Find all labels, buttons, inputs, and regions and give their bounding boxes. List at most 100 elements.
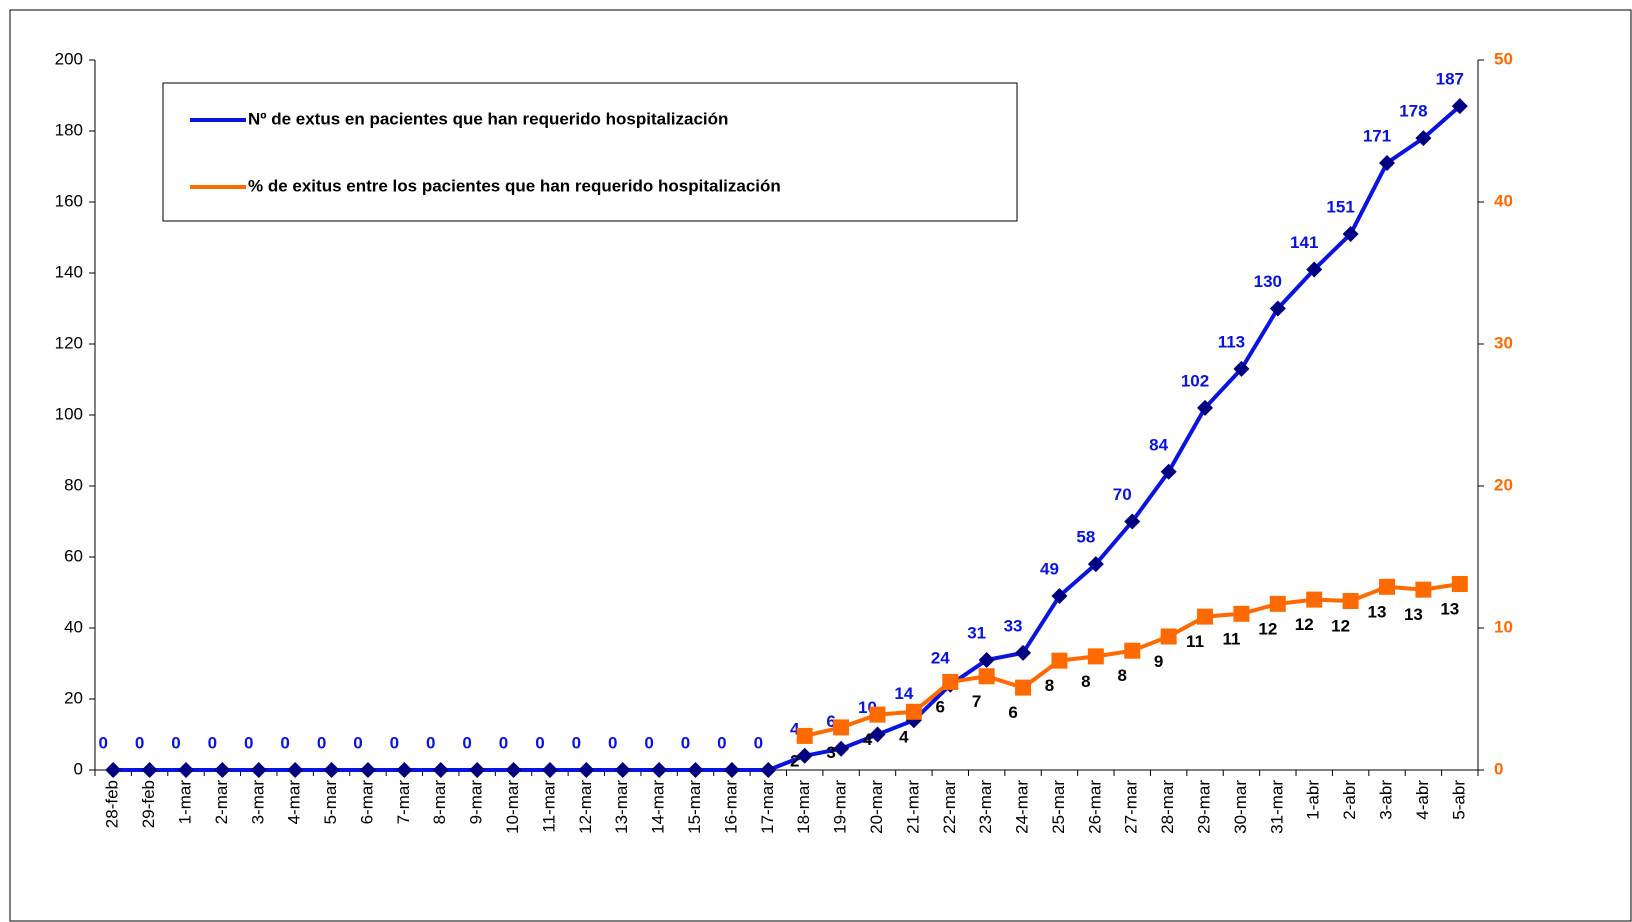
data-label: 0 xyxy=(462,733,471,752)
x-tick-label: 29-feb xyxy=(139,780,158,828)
data-label: 2 xyxy=(790,751,799,770)
data-label: 187 xyxy=(1436,70,1464,89)
marker xyxy=(978,668,995,685)
data-label: 0 xyxy=(135,733,144,752)
data-label: 4 xyxy=(899,727,909,746)
data-label: 0 xyxy=(681,733,690,752)
x-tick-label: 24-mar xyxy=(1013,780,1032,834)
marker xyxy=(1124,642,1141,659)
marker xyxy=(723,762,740,778)
data-label: 0 xyxy=(244,733,253,752)
marker xyxy=(1087,648,1104,665)
y2-tick-label: 0 xyxy=(1494,759,1503,778)
data-label: 13 xyxy=(1440,599,1459,618)
x-tick-label: 21-mar xyxy=(903,780,922,834)
x-tick-label: 28-mar xyxy=(1158,780,1177,834)
marker xyxy=(287,762,304,778)
legend-box xyxy=(162,82,1018,222)
data-label: 84 xyxy=(1149,435,1168,454)
data-label: 8 xyxy=(1081,672,1090,691)
marker xyxy=(1233,360,1250,377)
x-tick-label: 19-mar xyxy=(831,780,850,834)
y2-tick-label: 40 xyxy=(1494,191,1513,210)
data-label: 130 xyxy=(1254,272,1282,291)
data-label: 58 xyxy=(1076,528,1095,547)
data-label: 7 xyxy=(972,692,981,711)
x-tick-label: 16-mar xyxy=(721,780,740,834)
x-tick-label: 25-mar xyxy=(1049,780,1068,834)
data-label: 0 xyxy=(426,733,435,752)
x-tick-label: 13-mar xyxy=(612,780,631,834)
data-label: 11 xyxy=(1222,629,1240,648)
x-tick-label: 5-abr xyxy=(1449,780,1468,820)
marker xyxy=(978,651,995,668)
data-label: 178 xyxy=(1399,102,1427,121)
x-tick-label: 7-mar xyxy=(394,780,413,825)
marker xyxy=(833,719,850,736)
data-label: 171 xyxy=(1363,126,1391,145)
marker xyxy=(396,762,413,778)
x-tick-label: 6-mar xyxy=(357,780,376,825)
marker xyxy=(1160,463,1177,480)
x-tick-label: 29-mar xyxy=(1195,780,1214,834)
y-tick-label: 60 xyxy=(64,546,83,565)
marker xyxy=(869,726,886,743)
data-label: 12 xyxy=(1258,619,1277,638)
data-label: 24 xyxy=(931,648,950,667)
y-tick-label: 140 xyxy=(55,262,83,281)
marker xyxy=(1379,154,1396,171)
marker xyxy=(1233,605,1250,622)
x-tick-label: 22-mar xyxy=(940,780,959,834)
data-label: 0 xyxy=(98,733,107,752)
x-tick-label: 3-mar xyxy=(248,780,267,825)
marker xyxy=(942,673,959,690)
x-tick-label: 5-mar xyxy=(321,780,340,825)
marker xyxy=(578,762,595,778)
marker xyxy=(1269,595,1286,612)
y-tick-label: 120 xyxy=(55,333,83,352)
marker xyxy=(1197,608,1214,625)
y2-tick-label: 20 xyxy=(1494,475,1513,494)
marker xyxy=(1051,652,1068,669)
data-label: 12 xyxy=(1331,617,1350,636)
x-tick-label: 1-abr xyxy=(1304,780,1323,820)
marker xyxy=(833,740,850,757)
data-label: 0 xyxy=(317,733,326,752)
marker xyxy=(796,727,813,744)
x-tick-label: 4-abr xyxy=(1413,780,1432,820)
data-label: 8 xyxy=(1118,666,1127,685)
data-label: 3 xyxy=(826,743,835,762)
y-tick-label: 0 xyxy=(74,759,83,778)
y2-tick-label: 50 xyxy=(1494,49,1513,68)
marker xyxy=(614,762,631,778)
x-tick-label: 14-mar xyxy=(649,780,668,834)
marker xyxy=(1197,399,1214,416)
marker xyxy=(1451,575,1468,592)
marker xyxy=(505,762,522,778)
data-label: 0 xyxy=(353,733,362,752)
y-tick-label: 80 xyxy=(64,475,83,494)
marker xyxy=(1415,130,1432,147)
marker xyxy=(1342,593,1359,610)
marker xyxy=(359,762,376,778)
marker xyxy=(1342,225,1359,242)
marker xyxy=(905,703,922,720)
data-label: 141 xyxy=(1290,233,1318,252)
data-label: 14 xyxy=(894,684,913,703)
data-label: 6 xyxy=(826,712,835,731)
y2-tick-label: 10 xyxy=(1494,617,1513,636)
marker xyxy=(796,747,813,764)
x-tick-label: 15-mar xyxy=(685,780,704,834)
data-label: 13 xyxy=(1404,605,1423,624)
y2-tick-label: 30 xyxy=(1494,333,1513,352)
marker xyxy=(1051,588,1068,605)
data-label: 6 xyxy=(936,697,945,716)
x-tick-label: 17-mar xyxy=(758,780,777,834)
x-tick-label: 10-mar xyxy=(503,780,522,834)
marker xyxy=(1124,513,1141,530)
marker xyxy=(1415,581,1432,598)
marker xyxy=(1015,644,1032,661)
marker xyxy=(1087,556,1104,573)
marker xyxy=(1379,578,1396,595)
